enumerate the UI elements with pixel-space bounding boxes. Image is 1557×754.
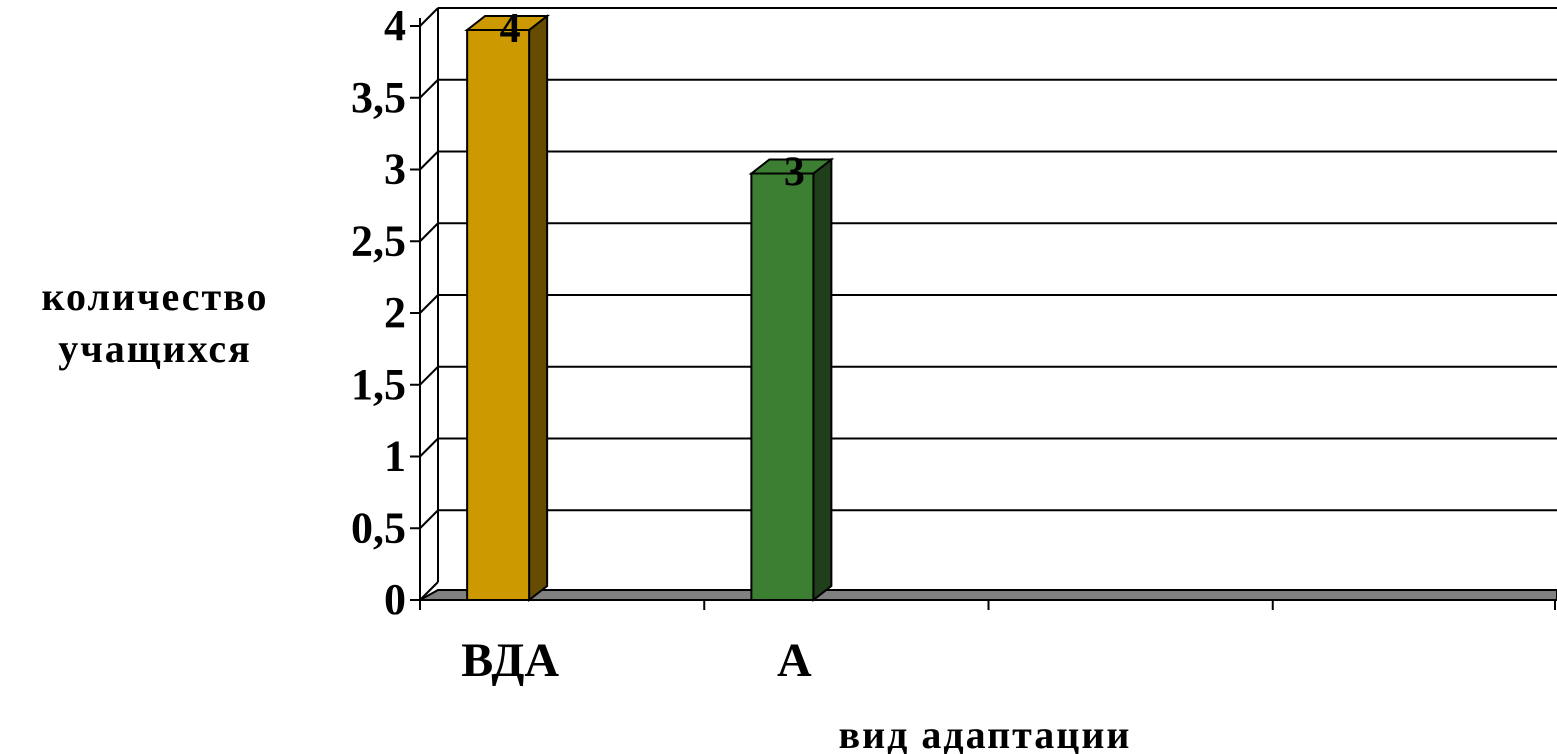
bar-top-1 <box>464 15 551 31</box>
data-label: 3 <box>784 150 805 196</box>
x-axis-title: вид адаптации <box>839 712 1132 754</box>
left-wall-diagonal <box>419 437 439 458</box>
chart-floor <box>416 589 1557 601</box>
y-tick-label: 1,5 <box>351 360 406 409</box>
data-label: 4 <box>500 6 521 52</box>
left-wall-diagonal <box>419 294 439 314</box>
left-wall-diagonal <box>419 222 439 242</box>
bar-side-1 <box>528 13 549 603</box>
y-axis-title-line-2: учащихся <box>58 326 252 371</box>
y-tick-label: 2,5 <box>351 216 406 265</box>
x-category-label: ВДА <box>461 634 559 687</box>
left-wall-diagonal <box>419 509 439 529</box>
y-tick-label: 3,5 <box>351 73 406 122</box>
bar-side-2 <box>812 157 833 603</box>
y-tick-label: 4 <box>384 1 406 50</box>
bar-1 <box>466 29 531 601</box>
y-tick-label: 2 <box>384 288 406 337</box>
y-tick-label: 0,5 <box>351 503 406 552</box>
y-tick-label: 1 <box>384 432 406 481</box>
bar-2 <box>750 172 815 601</box>
grid-lines <box>416 7 1557 601</box>
left-wall-diagonal <box>419 150 439 171</box>
left-wall-diagonal <box>419 7 439 27</box>
left-wall-diagonal <box>419 79 439 99</box>
y-axis-title-line-1: количество <box>41 274 268 319</box>
y-tick-label: 3 <box>384 145 406 194</box>
y-tick-label: 0 <box>384 575 406 624</box>
bar-top-2 <box>748 158 835 175</box>
x-category-label: А <box>777 634 812 687</box>
left-wall-diagonal <box>419 581 439 601</box>
left-wall-diagonal <box>419 366 439 386</box>
